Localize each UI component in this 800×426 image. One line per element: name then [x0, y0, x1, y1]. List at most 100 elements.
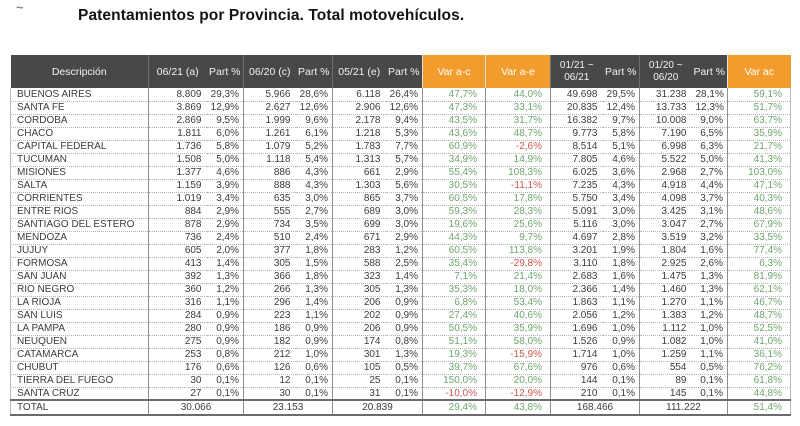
value-cell: 12,4%: [602, 101, 640, 115]
total-cell: 51,4%: [727, 399, 791, 416]
col-header-part3: Part %: [385, 55, 423, 88]
value-cell: 44,3%: [422, 231, 486, 245]
value-cell: 0,1%: [691, 374, 728, 388]
value-cell: 1.259: [639, 348, 692, 362]
value-cell: 253: [148, 348, 207, 362]
value-cell: 28,1%: [691, 88, 728, 102]
value-cell: 18,0%: [485, 283, 551, 297]
value-cell: 21,7%: [727, 140, 791, 154]
value-cell: 58,0%: [485, 335, 551, 349]
province-cell: LA PAMPA: [10, 322, 149, 336]
value-cell: 6.118: [332, 88, 386, 102]
value-cell: 9,7%: [602, 114, 640, 128]
value-cell: 6,0%: [206, 127, 244, 141]
value-cell: 9,6%: [295, 114, 333, 128]
value-cell: 51,1%: [422, 335, 486, 349]
province-cell: CAPITAL FEDERAL: [10, 140, 149, 154]
value-cell: 377: [243, 244, 296, 258]
province-cell: SALTA: [10, 179, 149, 193]
value-cell: 0,1%: [295, 387, 333, 401]
value-cell: 182: [243, 335, 296, 349]
value-cell: 1,4%: [602, 283, 640, 297]
value-cell: 28,3%: [485, 205, 551, 219]
value-cell: 284: [148, 309, 207, 323]
value-cell: 3,5%: [295, 218, 333, 232]
value-cell: 49.698: [550, 88, 603, 102]
value-cell: 202: [332, 309, 386, 323]
value-cell: 1,4%: [295, 296, 333, 310]
col-header-part1: Part %: [206, 55, 244, 88]
province-cell: TIERRA DEL FUEGO: [10, 374, 149, 388]
value-cell: 16.382: [550, 114, 603, 128]
value-cell: 1.082: [639, 335, 692, 349]
total-cell: 111.222: [639, 399, 728, 416]
value-cell: 1.863: [550, 296, 603, 310]
value-cell: 0,9%: [385, 296, 423, 310]
value-cell: 19,3%: [422, 348, 486, 362]
value-cell: 34,9%: [422, 153, 486, 167]
value-cell: 206: [332, 296, 386, 310]
value-cell: 12,6%: [385, 101, 423, 115]
value-cell: 33,5%: [727, 231, 791, 245]
table-row: CAPITAL FEDERAL 1.736 5,8% 1.079 5,2% 1.783 7,…: [10, 140, 791, 154]
value-cell: 113,8%: [485, 244, 551, 258]
value-cell: 67,6%: [485, 361, 551, 375]
value-cell: 7,1%: [422, 270, 486, 284]
province-cell: SANTA CRUZ: [10, 387, 149, 401]
table-row: RIO NEGRO 360 1,2% 266 1,3% 305 1,3% 35,3% 18,0%…: [10, 283, 791, 297]
value-cell: 35,4%: [422, 257, 486, 271]
province-cell: MISIONES: [10, 166, 149, 180]
value-cell: 1,0%: [295, 348, 333, 362]
value-cell: 2,8%: [602, 231, 640, 245]
col-header-0621a: 06/21 (a): [148, 55, 207, 88]
value-cell: 1,1%: [691, 348, 728, 362]
value-cell: 1,8%: [295, 244, 333, 258]
value-cell: 3,4%: [602, 192, 640, 206]
province-cell: SANTA FE: [10, 101, 149, 115]
col-header-var-ac: Var ac: [727, 55, 791, 88]
value-cell: 661: [332, 166, 386, 180]
value-cell: 0,1%: [691, 387, 728, 401]
value-cell: 6.025: [550, 166, 603, 180]
value-cell: 2.968: [639, 166, 692, 180]
value-cell: 0,9%: [206, 322, 244, 336]
table-row: LA PAMPA 280 0,9% 186 0,9% 206 0,9% 50,5% 35,9% 1…: [10, 322, 791, 336]
value-cell: 29,5%: [602, 88, 640, 102]
value-cell: 47,1%: [727, 179, 791, 193]
province-cell: MENDOZA: [10, 231, 149, 245]
value-cell: 1.270: [639, 296, 692, 310]
value-cell: -10,0%: [422, 387, 486, 401]
value-cell: 3,7%: [385, 192, 423, 206]
value-cell: 43,6%: [422, 127, 486, 141]
value-cell: 1,2%: [602, 309, 640, 323]
table-body: BUENOS AIRES 8.809 29,3% 5.966 28,6% 6.118 26,…: [10, 88, 791, 401]
value-cell: 2,6%: [691, 257, 728, 271]
table-row: SANTA CRUZ 27 0,1% 30 0,1% 31 0,1% -10,0% -12,9%…: [10, 387, 791, 401]
value-cell: 206: [332, 322, 386, 336]
value-cell: 0,1%: [206, 387, 244, 401]
value-cell: 301: [332, 348, 386, 362]
value-cell: 51,7%: [727, 101, 791, 115]
value-cell: 555: [243, 205, 296, 219]
value-cell: 12,6%: [295, 101, 333, 115]
value-cell: 1.696: [550, 322, 603, 336]
value-cell: 5,6%: [385, 179, 423, 193]
value-cell: 2.925: [639, 257, 692, 271]
value-cell: 63,7%: [727, 114, 791, 128]
col-header-descripcion: Descripción: [10, 55, 149, 88]
table-footer: TOTAL 30.066 23.153 20.839 29,4% 43,8% 168.466…: [10, 399, 791, 416]
col-header-part2: Part %: [295, 55, 333, 88]
total-cell: 20.839: [332, 399, 423, 416]
province-cell: RIO NEGRO: [10, 283, 149, 297]
total-cell: TOTAL: [10, 399, 149, 416]
value-cell: 4,3%: [295, 179, 333, 193]
total-cell: 23.153: [243, 399, 333, 416]
value-cell: 3,0%: [295, 192, 333, 206]
value-cell: 145: [639, 387, 692, 401]
value-cell: 0,6%: [602, 361, 640, 375]
value-cell: 1,1%: [295, 309, 333, 323]
value-cell: 47,3%: [422, 101, 486, 115]
value-cell: 878: [148, 218, 207, 232]
value-cell: 1.783: [332, 140, 386, 154]
province-cell: SAN JUAN: [10, 270, 149, 284]
